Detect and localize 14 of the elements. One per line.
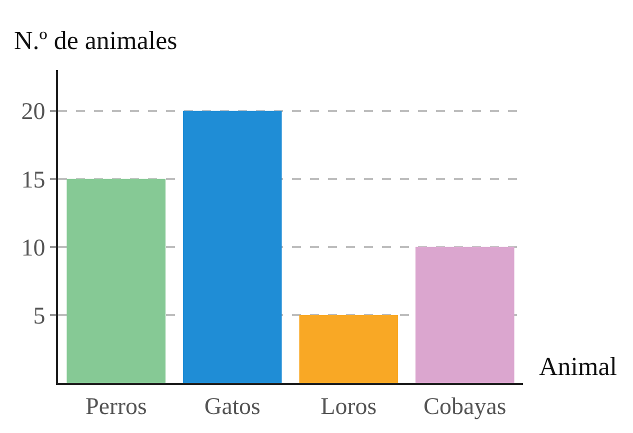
x-tick-label: Cobayas (424, 394, 506, 420)
bar (66, 178, 166, 383)
bar (182, 110, 282, 383)
y-tick-label: 10 (21, 235, 46, 262)
y-tick-label: 5 (33, 303, 46, 330)
x-tick-label: Loros (320, 394, 377, 420)
bar (415, 246, 514, 383)
x-tick-label: Perros (85, 394, 147, 420)
y-tick-label: 20 (21, 99, 46, 126)
y-tick-label: 15 (21, 167, 46, 194)
x-axis-title: Animal (539, 352, 617, 381)
x-tick-label: Gatos (204, 394, 260, 420)
bar (299, 314, 398, 383)
y-axis-title: N.º de animales (14, 26, 178, 55)
